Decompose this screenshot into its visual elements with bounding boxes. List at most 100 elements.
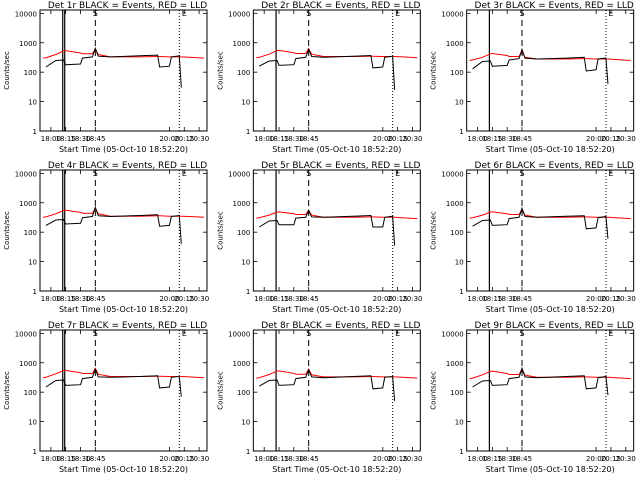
annotation: S — [519, 9, 524, 18]
x-tick-label: 20:00 — [159, 295, 179, 303]
x-tick-label: 20:30 — [616, 295, 636, 303]
annotation: E — [608, 169, 613, 178]
panel: Det 4r BLACK = Events, RED = LLD Counts/s… — [3, 161, 209, 314]
x-tick-label: 18:15 — [56, 295, 76, 303]
y-axis-label: Counts/sec — [216, 51, 224, 90]
y-tick-label: 1 — [33, 128, 37, 136]
chart-title: Det 3r BLACK = Events, RED = LLD — [475, 1, 634, 11]
x-tick-label: 20:00 — [586, 455, 606, 463]
series-line — [258, 368, 396, 402]
x-axis-label: Start Time (05-Oct-10 18:52:20) — [59, 305, 188, 314]
series-line — [258, 209, 396, 246]
y-axis-label: Counts/sec — [216, 211, 224, 250]
y-tick-label: 10000 — [15, 10, 37, 18]
y-tick-label: 10 — [455, 259, 464, 267]
y-tick-label: 100 — [450, 69, 463, 77]
x-tick-label: 18:15 — [269, 455, 289, 463]
x-tick-label: 20:00 — [373, 295, 393, 303]
y-tick-label: 10 — [241, 419, 250, 427]
chart-title: Det 4r BLACK = Events, RED = LLD — [48, 161, 207, 171]
panel: Det 8r BLACK = Events, RED = LLD Counts/s… — [216, 321, 422, 474]
x-axis-label: Start Time (05-Oct-10 18:52:20) — [272, 145, 401, 154]
x-tick-label: 20:00 — [373, 135, 393, 143]
x-tick-label: 18:30 — [70, 135, 90, 143]
x-tick-label: 18:45 — [85, 135, 105, 143]
series-line — [256, 209, 418, 220]
panel: Det 3r BLACK = Events, RED = LLD Counts/s… — [430, 1, 636, 154]
y-tick-label: 1 — [459, 288, 463, 296]
y-tick-label: 1000 — [446, 40, 464, 48]
x-tick-label: 18:15 — [56, 455, 76, 463]
x-tick-label: 18:00 — [254, 455, 274, 463]
y-tick-label: 10 — [241, 99, 250, 107]
panel: Det 9r BLACK = Events, RED = LLD Counts/s… — [430, 321, 636, 474]
y-axis-label: Counts/sec — [3, 51, 11, 90]
y-tick-label: 10 — [28, 259, 37, 267]
annotation: E — [395, 169, 400, 178]
y-tick-label: 1000 — [233, 200, 251, 208]
x-tick-label: 18:00 — [254, 295, 274, 303]
x-axis-label: Start Time (05-Oct-10 18:52:20) — [486, 465, 615, 474]
y-tick-label: 10000 — [228, 170, 250, 178]
x-tick-label: 20:30 — [616, 135, 636, 143]
y-tick-label: 1000 — [233, 40, 251, 48]
annotation: E — [395, 329, 400, 338]
y-tick-label: 100 — [450, 229, 463, 237]
panel: Det 1r BLACK = Events, RED = LLD Counts/s… — [3, 1, 209, 154]
chart-title: Det 2r BLACK = Events, RED = LLD — [261, 1, 420, 11]
x-tick-label: 20:30 — [189, 135, 209, 143]
plot-frame — [252, 169, 421, 292]
y-tick-label: 10000 — [441, 330, 463, 338]
y-tick-label: 1000 — [19, 360, 37, 368]
annotation: E — [182, 329, 187, 338]
x-tick-label: 18:45 — [512, 295, 532, 303]
annotation: S — [306, 169, 311, 178]
y-axis-label: Counts/sec — [430, 51, 438, 90]
annotation: S — [519, 329, 524, 338]
series-line — [45, 46, 182, 88]
x-tick-label: 18:30 — [284, 135, 304, 143]
series-line — [259, 47, 396, 90]
x-tick-label: 20:15 — [601, 455, 621, 463]
x-tick-label: 20:00 — [159, 135, 179, 143]
x-tick-label: 18:30 — [70, 295, 90, 303]
x-tick-label: 18:00 — [467, 455, 487, 463]
x-tick-label: 18:45 — [85, 295, 105, 303]
annotation: S — [306, 329, 311, 338]
x-tick-label: 20:30 — [189, 455, 209, 463]
annotation: E — [395, 9, 400, 18]
chart-title: Det 7r BLACK = Events, RED = LLD — [48, 321, 207, 331]
series-line — [469, 208, 631, 220]
x-tick-label: 18:45 — [512, 455, 532, 463]
y-tick-label: 10000 — [15, 330, 37, 338]
plot-frame — [39, 9, 208, 132]
annotation: S — [93, 169, 98, 178]
y-tick-label: 10 — [455, 419, 464, 427]
panel: Det 5r BLACK = Events, RED = LLD Counts/s… — [216, 161, 422, 314]
y-axis-label: Counts/sec — [3, 211, 11, 250]
x-tick-label: 20:15 — [388, 455, 408, 463]
plot-frame — [466, 9, 635, 132]
x-tick-label: 20:15 — [601, 135, 621, 143]
y-tick-label: 1 — [459, 128, 463, 136]
y-tick-label: 1 — [33, 288, 37, 296]
x-tick-label: 18:30 — [284, 455, 304, 463]
panel: Det 6r BLACK = Events, RED = LLD Counts/s… — [430, 161, 636, 314]
y-tick-label: 1 — [459, 448, 463, 456]
x-tick-label: 18:15 — [482, 455, 502, 463]
plot-frame — [39, 169, 208, 292]
annotation: E — [182, 169, 187, 178]
y-tick-label: 1 — [246, 128, 250, 136]
x-axis-label: Start Time (05-Oct-10 18:52:20) — [59, 465, 188, 474]
y-axis-label: Counts/sec — [430, 371, 438, 410]
chart-title: Det 8r BLACK = Events, RED = LLD — [261, 321, 420, 331]
series-line — [472, 366, 609, 396]
series-line — [42, 207, 205, 218]
x-tick-label: 18:00 — [467, 295, 487, 303]
annotation: E — [182, 9, 187, 18]
y-tick-label: 1000 — [19, 40, 37, 48]
x-tick-label: 18:30 — [70, 455, 90, 463]
x-tick-label: 18:15 — [269, 295, 289, 303]
x-tick-label: 18:00 — [254, 135, 274, 143]
